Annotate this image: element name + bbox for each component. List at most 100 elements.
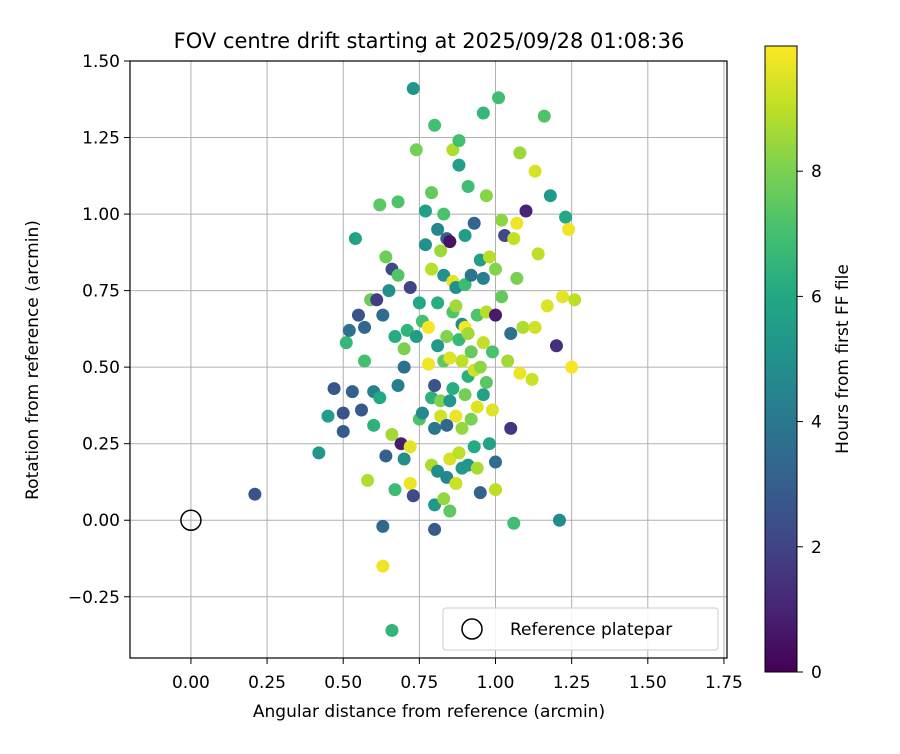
y-tick-label: 0.75	[82, 282, 120, 302]
y-tick-label: 0.50	[82, 358, 120, 378]
data-point	[467, 216, 481, 230]
data-point	[528, 320, 542, 334]
data-point	[443, 504, 457, 518]
data-point	[476, 336, 490, 350]
data-point	[361, 473, 375, 487]
data-point	[428, 421, 442, 435]
x-tick-label: 0.25	[248, 673, 286, 693]
x-axis-ticks: 0.00 0.25 0.50 0.75 1.00 1.25 1.50 1.75	[172, 658, 743, 693]
data-point	[510, 271, 524, 285]
data-point	[504, 421, 518, 435]
data-point	[406, 82, 420, 96]
data-point	[489, 483, 503, 497]
data-point	[565, 360, 579, 374]
data-point	[473, 360, 487, 374]
data-point	[379, 449, 393, 463]
data-point	[406, 489, 420, 503]
data-point	[452, 446, 466, 460]
data-point	[489, 455, 503, 469]
data-point	[482, 437, 496, 451]
data-point	[431, 339, 445, 353]
data-point	[425, 262, 439, 276]
data-point	[449, 476, 463, 490]
data-point	[458, 277, 472, 291]
data-point	[397, 360, 411, 374]
colorbar-tick-label: 4	[811, 413, 822, 433]
data-point	[440, 330, 454, 344]
data-point	[485, 345, 499, 359]
data-point	[348, 232, 362, 246]
data-point	[455, 354, 469, 368]
data-point	[428, 118, 442, 132]
data-point	[543, 189, 557, 203]
data-point	[312, 446, 326, 460]
data-point	[397, 452, 411, 466]
data-point	[379, 250, 393, 264]
data-point	[339, 336, 353, 350]
data-point	[455, 421, 469, 435]
data-point	[434, 409, 448, 423]
legend-label: Reference platepar	[510, 620, 672, 640]
legend[interactable]: Reference platepar	[442, 607, 719, 651]
data-point	[422, 320, 435, 334]
data-point	[391, 195, 405, 209]
data-point	[452, 134, 466, 148]
data-point	[437, 492, 451, 506]
data-point	[482, 250, 496, 264]
colorbar-ticks: 0 2 4 6 8	[797, 162, 822, 683]
data-point	[440, 470, 454, 484]
data-point	[549, 339, 563, 353]
y-tick-label: 1.25	[82, 129, 120, 149]
data-point	[409, 330, 423, 344]
y-axis-ticks: −0.25 0.00 0.25 0.50 0.75 1.00 1.25 1.50	[68, 52, 130, 608]
data-point	[495, 213, 509, 227]
colorbar: 0 2 4 6 8 Hours from first FF file	[764, 45, 853, 683]
data-point	[476, 388, 490, 402]
data-point	[382, 284, 396, 298]
data-point	[504, 326, 518, 340]
data-point	[440, 418, 454, 432]
colorbar-tick-label: 8	[811, 162, 822, 182]
data-point	[473, 486, 487, 500]
data-points	[248, 82, 582, 637]
data-point	[513, 146, 527, 160]
legend-box	[442, 607, 719, 651]
data-point	[358, 320, 372, 334]
y-tick-label: −0.25	[68, 588, 120, 608]
data-point	[470, 400, 484, 414]
data-point	[415, 406, 429, 420]
data-point	[492, 91, 506, 105]
data-point	[443, 452, 457, 466]
data-point	[449, 409, 463, 423]
data-point	[422, 357, 435, 371]
data-point	[531, 247, 545, 261]
data-point	[461, 326, 475, 340]
data-point	[388, 483, 402, 497]
data-point	[452, 333, 466, 347]
data-point	[446, 143, 460, 157]
data-point	[367, 418, 381, 432]
data-point	[400, 323, 414, 337]
data-point	[428, 522, 442, 536]
x-tick-label: 1.50	[629, 673, 667, 693]
data-point	[516, 320, 530, 334]
x-tick-label: 1.25	[553, 673, 591, 693]
data-point	[540, 299, 554, 313]
data-point	[443, 235, 457, 249]
data-point	[562, 222, 576, 236]
colorbar-tick-label: 0	[811, 663, 822, 683]
data-point	[425, 186, 439, 200]
data-point	[351, 308, 365, 322]
legend-marker-icon	[461, 618, 483, 640]
y-tick-label: 0.25	[82, 435, 120, 455]
data-point	[479, 375, 493, 389]
data-point	[376, 519, 390, 533]
colorbar-label: Hours from first FF file	[833, 264, 853, 454]
data-point	[428, 379, 442, 393]
data-point	[373, 198, 387, 212]
colorbar-tick-label: 6	[811, 287, 822, 307]
data-point	[479, 189, 493, 203]
y-axis-label: Rotation from reference (arcmin)	[23, 220, 43, 500]
